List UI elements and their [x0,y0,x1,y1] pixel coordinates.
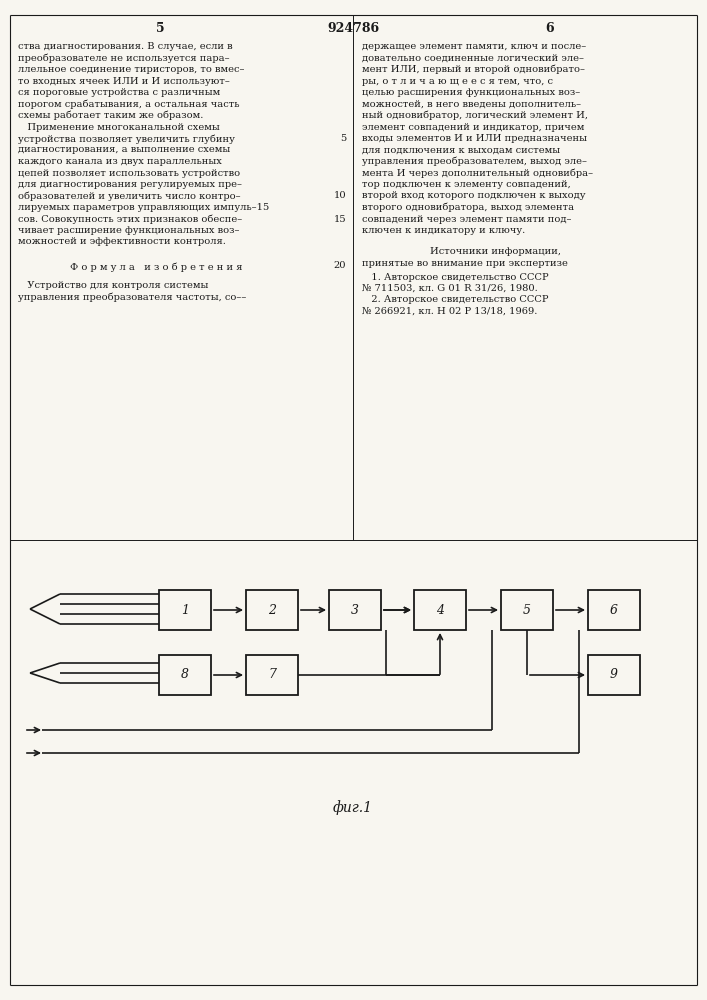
Text: 6: 6 [546,22,554,35]
Text: ный одновибратор, логический элемент И,: ный одновибратор, логический элемент И, [362,111,588,120]
Text: ства диагностирования. В случае, если в: ства диагностирования. В случае, если в [18,42,233,51]
Text: лируемых параметров управляющих импуль–15: лируемых параметров управляющих импуль–1… [18,203,269,212]
Text: 4: 4 [436,603,444,616]
Text: 20: 20 [334,260,346,269]
Text: образователей и увеличить число контро–: образователей и увеличить число контро– [18,192,240,201]
Text: 1. Авторское свидетельство СССР: 1. Авторское свидетельство СССР [362,272,549,282]
Text: преобразователе не используется пара–: преобразователе не используется пара– [18,53,230,63]
Text: Источники информации,: Источники информации, [430,247,561,256]
Text: чивает расширение функциональных воз–: чивает расширение функциональных воз– [18,226,240,235]
Bar [329,590,381,630]
Text: входы элементов И и ИЛИ предназначены: входы элементов И и ИЛИ предназначены [362,134,587,143]
Text: каждого канала из двух параллельных: каждого канала из двух параллельных [18,157,222,166]
Text: для диагностирования регулируемых пре–: для диагностирования регулируемых пре– [18,180,242,189]
Text: 2. Авторское свидетельство СССР: 2. Авторское свидетельство СССР [362,296,549,304]
Text: 5: 5 [523,603,531,616]
Text: мент ИЛИ, первый и второй одновибрато–: мент ИЛИ, первый и второй одновибрато– [362,65,585,75]
Bar [246,655,298,695]
Text: диагностирования, а выполнение схемы: диагностирования, а выполнение схемы [18,145,230,154]
Text: фиг.1: фиг.1 [333,800,373,815]
Text: 5: 5 [340,134,346,143]
Text: ры, о т л и ч а ю щ е е с я тем, что, с: ры, о т л и ч а ю щ е е с я тем, что, с [362,77,553,86]
Text: 6: 6 [610,603,618,616]
Text: цепей позволяет использовать устройство: цепей позволяет использовать устройство [18,168,240,178]
Text: Ф о р м у л а   и з о б р е т е н и я: Ф о р м у л а и з о б р е т е н и я [70,263,243,272]
Text: 3: 3 [351,603,359,616]
Text: можностей и эффективности контроля.: можностей и эффективности контроля. [18,237,226,246]
Text: ллельное соединение тиристоров, то вмес–: ллельное соединение тиристоров, то вмес– [18,65,245,74]
Bar [246,590,298,630]
Text: Применение многоканальной схемы: Применение многоканальной схемы [18,122,220,131]
Bar [588,655,640,695]
Text: целью расширения функциональных воз–: целью расширения функциональных воз– [362,88,580,97]
Text: 7: 7 [268,668,276,682]
Text: схемы работает таким же образом.: схемы работает таким же образом. [18,111,204,120]
Bar [159,590,211,630]
Text: второй вход которого подключен к выходу: второй вход которого подключен к выходу [362,192,585,200]
Text: второго одновибратора, выход элемента: второго одновибратора, выход элемента [362,203,574,213]
Text: 2: 2 [268,603,276,616]
Text: 1: 1 [181,603,189,616]
Text: тор подключен к элементу совпадений,: тор подключен к элементу совпадений, [362,180,571,189]
Text: № 711503, кл. G 01 R 31/26, 1980.: № 711503, кл. G 01 R 31/26, 1980. [362,284,538,293]
Text: довательно соединенные логический эле–: довательно соединенные логический эле– [362,53,584,62]
Text: принятые во внимание при экспертизе: принятые во внимание при экспертизе [362,259,568,268]
Text: для подключения к выходам системы: для подключения к выходам системы [362,145,560,154]
Bar [159,655,211,695]
Bar [414,590,466,630]
Text: сов. Совокупность этих признаков обеспе–: сов. Совокупность этих признаков обеспе– [18,215,243,224]
Bar [588,590,640,630]
Text: порогом срабатывания, а остальная часть: порогом срабатывания, а остальная часть [18,100,240,109]
Text: можностей, в него введены дополнитель–: можностей, в него введены дополнитель– [362,100,581,108]
Text: мента И через дополнительный одновибра–: мента И через дополнительный одновибра– [362,168,593,178]
Bar [501,590,553,630]
Text: 924786: 924786 [327,22,379,35]
Text: ся пороговые устройства с различным: ся пороговые устройства с различным [18,88,221,97]
Text: 5: 5 [156,22,164,35]
Text: 8: 8 [181,668,189,682]
Text: совпадений через элемент памяти под–: совпадений через элемент памяти под– [362,215,571,224]
Text: элемент совпадений и индикатор, причем: элемент совпадений и индикатор, причем [362,122,585,131]
Text: управления преобразователя частоты, со––: управления преобразователя частоты, со–– [18,292,246,302]
Text: ключен к индикатору и ключу.: ключен к индикатору и ключу. [362,226,525,235]
Text: управления преобразователем, выход эле–: управления преобразователем, выход эле– [362,157,587,166]
Text: держащее элемент памяти, ключ и после–: держащее элемент памяти, ключ и после– [362,42,586,51]
Text: 9: 9 [610,668,618,682]
Text: Устройство для контроля системы: Устройство для контроля системы [18,280,209,290]
Text: устройства позволяет увеличить глубину: устройства позволяет увеличить глубину [18,134,235,143]
Text: 15: 15 [334,215,346,224]
Text: № 266921, кл. Н 02 Р 13/18, 1969.: № 266921, кл. Н 02 Р 13/18, 1969. [362,307,537,316]
Text: 10: 10 [334,192,346,200]
Text: то входных ячеек ИЛИ и И используют–: то входных ячеек ИЛИ и И используют– [18,77,230,86]
